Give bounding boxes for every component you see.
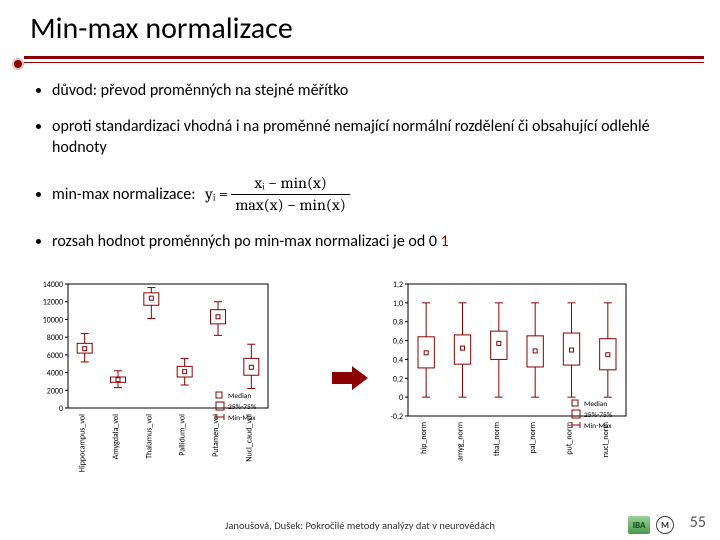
svg-text:Thalamus_vol: Thalamus_vol [144,414,154,459]
svg-text:pal_norm: pal_norm [528,422,538,453]
svg-text:0: 0 [59,404,63,414]
svg-text:1,0: 1,0 [393,299,403,309]
svg-text:10000: 10000 [43,315,63,325]
formula-num: xᵢ − min(x) [231,173,349,196]
formula-lhs: yᵢ = [205,185,228,203]
svg-text:-0,2: -0,2 [390,412,403,422]
footer-logos: IBA M [628,516,674,534]
title-rule-thin [24,62,704,63]
logo-mu: M [656,516,674,534]
content-list: důvod: převod proměnných na stejné měřít… [30,80,690,267]
svg-text:Pallidum_vol: Pallidum_vol [178,414,188,456]
svg-text:25%-75%: 25%-75% [584,411,613,420]
footer-text: Janoušová, Dušek: Pokročilé metody analý… [0,519,720,532]
title-rule [24,56,704,59]
svg-text:8000: 8000 [47,333,63,343]
svg-text:Median: Median [584,400,607,409]
svg-text:14000: 14000 [43,280,63,290]
svg-text:25%-75%: 25%-75% [228,403,257,412]
bullet-2: oproti standardizaci vhodná i na proměnn… [52,116,690,159]
bullet-4-text: rozsah hodnot proměnných po min-max norm… [52,232,441,251]
svg-text:amyg_norm: amyg_norm [456,422,466,461]
arrow-icon [330,363,370,393]
charts-row: 0 2000 4000 6000 8000 10000 12000 14000 Hippocam… [26,278,694,478]
boxplot-left: 0 2000 4000 6000 8000 10000 12000 14000 Hippocam… [26,278,326,478]
svg-text:0,6: 0,6 [393,337,403,347]
svg-text:Putamen_vol: Putamen_vol [211,414,221,457]
svg-text:0: 0 [399,393,403,403]
bullet-3: min-max normalizace: yᵢ = xᵢ − min(x) ma… [52,173,690,217]
svg-text:0,2: 0,2 [393,374,403,384]
formula-den: max(x) − min(x) [231,195,349,217]
boxplot-right: -0,2 0 0,2 0,4 0,6 0,8 1,0 1,2 hip_norm amyg_norm… [374,278,688,478]
svg-text:hip_norm: hip_norm [419,422,429,454]
bullet-4-red: 1 [441,232,449,251]
svg-text:0,8: 0,8 [393,318,403,328]
logo-iba: IBA [628,516,650,534]
svg-text:4000: 4000 [47,369,63,379]
svg-text:6000: 6000 [47,351,63,361]
svg-text:0,4: 0,4 [393,355,403,365]
svg-text:put_norm: put_norm [565,422,575,455]
svg-text:Hippocampus_vol: Hippocampus_vol [78,414,88,472]
svg-text:Min-Max: Min-Max [228,414,256,423]
bullet-3-text: min-max normalizace: [52,185,199,204]
svg-text:Min-Max: Min-Max [584,422,612,431]
svg-text:12000: 12000 [43,298,63,308]
svg-text:1,2: 1,2 [393,280,403,290]
title-rule-dot [14,60,22,68]
slide-number: 55 [690,513,706,532]
bullet-4: rozsah hodnot proměnných po min-max norm… [52,231,690,253]
svg-text:2000: 2000 [47,386,63,396]
svg-text:Median: Median [228,392,251,401]
formula-fraction: xᵢ − min(x) max(x) − min(x) [231,173,349,217]
svg-text:thal_norm: thal_norm [492,422,502,456]
slide: Min-max normalizace důvod: převod proměn… [0,0,720,540]
slide-title: Min-max normalizace [30,10,293,47]
svg-text:Amygdala_vol: Amygdala_vol [111,414,121,460]
bullet-1: důvod: převod proměnných na stejné měřít… [52,80,690,102]
formula: yᵢ = xᵢ − min(x) max(x) − min(x) [205,173,350,217]
